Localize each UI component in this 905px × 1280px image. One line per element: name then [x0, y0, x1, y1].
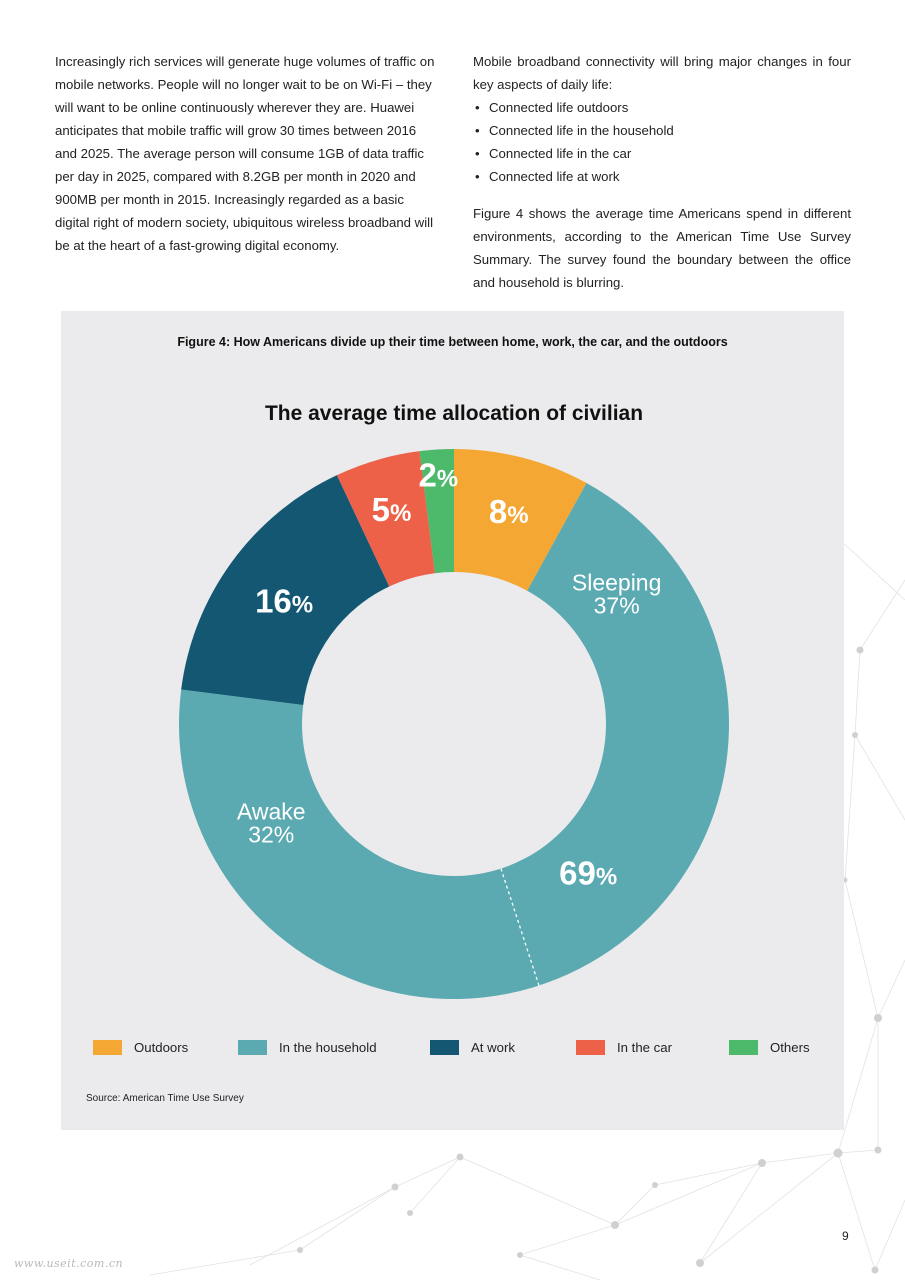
legend-item-at-work: At work [430, 1037, 515, 1057]
legend-swatch [729, 1039, 758, 1055]
legend-swatch [238, 1039, 267, 1055]
slice-in-the-car [336, 451, 435, 587]
label-awake-value: 32% [248, 821, 294, 847]
slice-at-work [181, 475, 390, 705]
legend-item-in-the-household: In the household [238, 1037, 377, 1057]
label-in-the-household: 69% [559, 854, 617, 891]
intro-paragraph: Mobile broadband connectivity will bring… [473, 54, 851, 92]
right-text-column: Mobile broadband connectivity will bring… [473, 50, 851, 294]
bullet-item: Connected life outdoors [473, 96, 851, 119]
figure-caption: Figure 4: How Americans divide up their … [177, 335, 728, 349]
watermark-text: www.useit.com.cn [14, 1257, 124, 1270]
slice-in-the-household [179, 483, 730, 1000]
bullet-item: Connected life at work [473, 165, 851, 188]
legend-item-others: Others [729, 1037, 810, 1057]
slice-outdoors [454, 449, 587, 591]
slice-others [419, 449, 454, 574]
chart-title: The average time allocation of civilian [265, 402, 643, 425]
left-text-column: Increasingly rich services will generate… [55, 50, 440, 257]
legend-swatch [576, 1039, 605, 1055]
label-at-work: 16% [255, 583, 313, 620]
figure-reference-paragraph: Figure 4 shows the average time American… [473, 206, 851, 290]
bullet-list: Connected life outdoors Connected life i… [473, 96, 851, 188]
legend-label: Others [770, 1039, 810, 1055]
figure-panel: Figure 4: How Americans divide up their … [61, 311, 844, 1130]
label-others: 2% [418, 456, 458, 493]
label-sleeping-name: Sleeping [572, 569, 662, 595]
label-sleeping-value: 37% [594, 592, 640, 618]
label-in-the-car: 5% [372, 491, 412, 528]
body-paragraph: Increasingly rich services will generate… [55, 54, 435, 253]
legend-swatch [93, 1039, 122, 1055]
legend-label: At work [471, 1039, 515, 1055]
household-subsegment-divider [500, 868, 540, 986]
legend-swatch [430, 1039, 459, 1055]
label-awake-name: Awake [237, 798, 306, 824]
legend-item-in-the-car: In the car [576, 1037, 672, 1057]
bullet-item: Connected life in the household [473, 119, 851, 142]
legend-label: Outdoors [134, 1039, 189, 1055]
legend-label: In the household [279, 1039, 377, 1055]
page-number: 9 [842, 1229, 849, 1243]
label-outdoors: 8% [489, 493, 529, 530]
figure-source: Source: American Time Use Survey [86, 1093, 244, 1104]
donut-chart: The average time allocation of civilian S… [179, 402, 730, 1000]
chart-legend: Outdoors In the household At work In the ca… [93, 1037, 833, 1057]
bullet-item: Connected life in the car [473, 142, 851, 165]
legend-item-outdoors: Outdoors [93, 1037, 188, 1057]
legend-label: In the car [617, 1039, 672, 1055]
